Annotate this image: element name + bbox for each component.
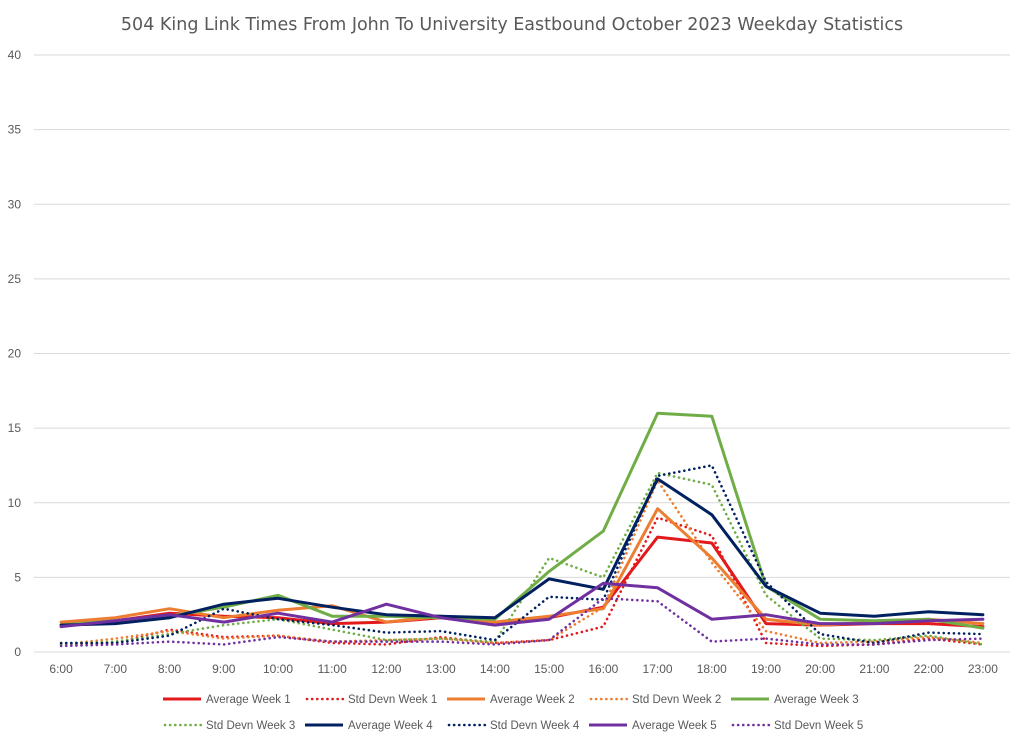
x-axis-ticks: 6:00 7:00 8:00 9:00 10:00 11:00 12:00 13:00 14:0… <box>49 662 998 676</box>
x-tick-label: 21:00 <box>859 662 889 676</box>
x-tick-label: 17:00 <box>643 662 673 676</box>
y-tick-label: 35 <box>8 123 22 137</box>
x-tick-label: 10:00 <box>263 662 293 676</box>
series-line-average-week-3 <box>59 411 985 630</box>
y-tick-label: 25 <box>8 272 22 286</box>
x-tick-label: 11:00 <box>318 662 347 676</box>
legend-label: Std Devn Week 3 <box>206 720 295 732</box>
legend-label: Std Devn Week 1 <box>348 694 437 706</box>
x-tick-label: 9:00 <box>212 662 236 676</box>
x-tick-label: 7:00 <box>104 662 128 676</box>
y-tick-label: 15 <box>8 421 22 435</box>
y-tick-label: 0 <box>14 645 21 659</box>
y-tick-label: 40 <box>8 48 22 62</box>
y-axis-ticks: 0 5 10 15 20 25 30 35 40 <box>8 48 22 659</box>
chart-title: 504 King Link Times From John To Univers… <box>121 15 903 35</box>
legend-label: Average Week 1 <box>206 694 291 706</box>
legend-label: Average Week 5 <box>632 720 717 732</box>
y-tick-label: 30 <box>8 197 22 211</box>
x-tick-label: 16:00 <box>588 662 618 676</box>
series-line-std-devn-week-2 <box>59 479 985 646</box>
y-tick-label: 5 <box>14 570 21 584</box>
series-line-average-week-4 <box>59 477 985 627</box>
legend: Average Week 1 Std Devn Week 1 Average Wee… <box>163 694 863 732</box>
series-line-std-devn-week-5 <box>59 596 985 648</box>
legend-label: Average Week 2 <box>490 694 575 706</box>
legend-label: Average Week 3 <box>774 694 859 706</box>
series-lines <box>59 411 985 648</box>
legend-label: Std Devn Week 5 <box>774 720 863 732</box>
x-tick-label: 20:00 <box>805 662 835 676</box>
x-tick-label: 12:00 <box>371 662 401 676</box>
gridlines <box>34 54 1010 653</box>
x-tick-label: 23:00 <box>968 662 998 676</box>
series-line-average-week-5 <box>59 581 985 629</box>
x-tick-label: 6:00 <box>49 662 73 676</box>
x-tick-label: 13:00 <box>426 662 456 676</box>
x-tick-label: 18:00 <box>697 662 727 676</box>
legend-label: Average Week 4 <box>348 720 433 732</box>
x-tick-label: 22:00 <box>914 662 944 676</box>
series-line-std-devn-week-4 <box>59 464 985 645</box>
legend-label: Std Devn Week 4 <box>490 720 580 732</box>
legend-label: Std Devn Week 2 <box>632 694 721 706</box>
x-tick-label: 8:00 <box>158 662 182 676</box>
series-line-average-week-2 <box>59 507 985 627</box>
x-tick-label: 15:00 <box>534 662 564 676</box>
y-tick-label: 10 <box>8 496 22 510</box>
x-tick-label: 19:00 <box>751 662 781 676</box>
x-tick-label: 14:00 <box>480 662 510 676</box>
y-tick-label: 20 <box>8 347 22 361</box>
series-line-std-devn-week-1 <box>59 516 985 648</box>
series-line-std-devn-week-3 <box>59 471 985 646</box>
